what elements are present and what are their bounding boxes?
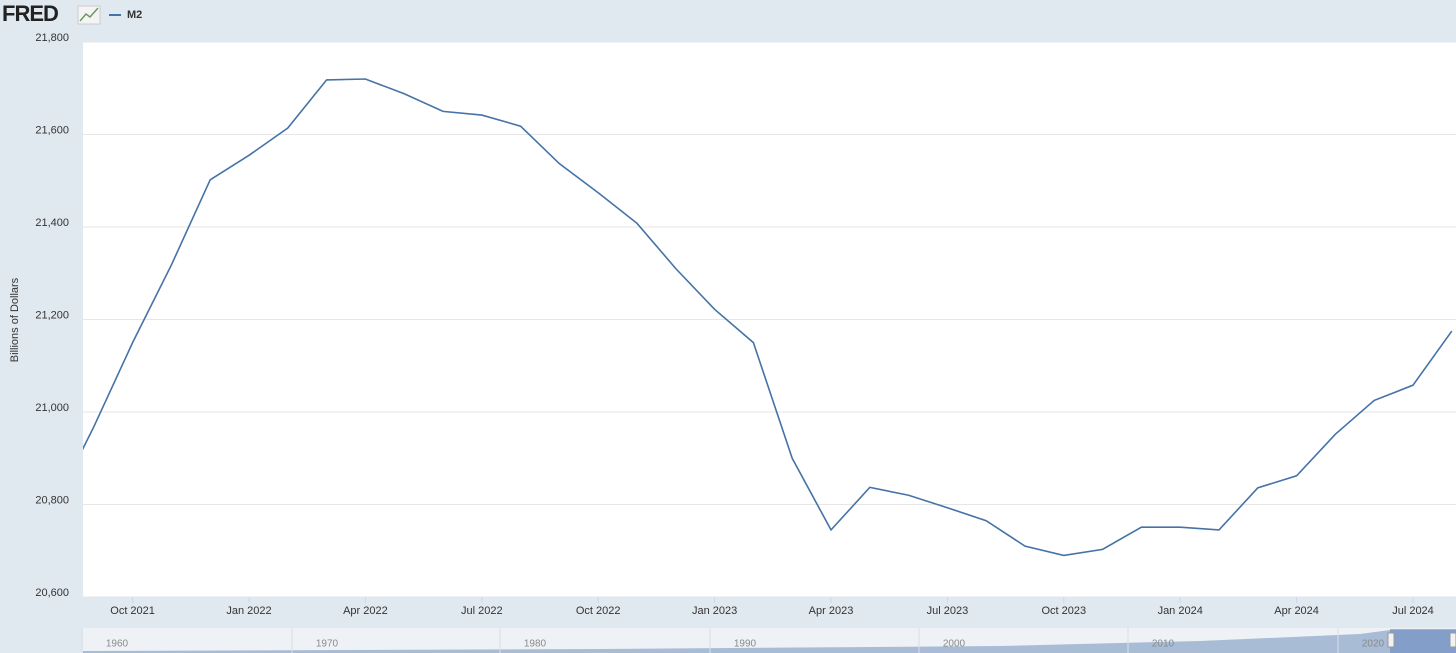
y-tick-label: 21,400	[35, 217, 69, 229]
x-tick-label: Jul 2022	[461, 605, 503, 617]
x-tick-label: Jan 2023	[692, 605, 737, 617]
x-tick-label: Jul 2023	[927, 605, 969, 617]
logo-icon	[77, 5, 101, 25]
x-tick-label: Jan 2022	[226, 605, 271, 617]
y-tick-label: 21,000	[35, 402, 69, 414]
navigator-window[interactable]	[1390, 629, 1456, 653]
navigator-label: 2010	[1152, 639, 1175, 650]
x-tick-label: Jan 2024	[1158, 605, 1203, 617]
navigator-label: 1980	[524, 639, 547, 650]
x-tick-label: Oct 2023	[1041, 605, 1086, 617]
x-tick-label: Jul 2024	[1392, 605, 1434, 617]
logo: FRED	[2, 1, 58, 26]
navigator-label: 2020	[1362, 639, 1385, 650]
y-tick-label: 20,800	[35, 494, 69, 506]
navigator-handle[interactable]	[1387, 632, 1395, 648]
line-series	[83, 78, 1453, 557]
navigator-label: 1960	[106, 639, 129, 650]
x-tick-label: Oct 2021	[110, 605, 155, 617]
navigator-label: 1990	[734, 639, 757, 650]
y-tick-label: 21,800	[35, 32, 69, 44]
x-tick-label: Apr 2024	[1274, 605, 1319, 617]
x-tick-label: Apr 2023	[809, 605, 854, 617]
x-tick-label: Oct 2022	[576, 605, 621, 617]
y-tick-label: 21,200	[35, 309, 69, 321]
y-tick-label: 20,600	[35, 587, 69, 599]
navigator-handle[interactable]	[1449, 632, 1456, 648]
navigator-label: 1970	[316, 639, 339, 650]
y-axis-label: Billions of Dollars	[9, 277, 21, 362]
y-tick-label: 21,600	[35, 124, 69, 136]
legend-label: M2	[127, 9, 142, 21]
navigator-area	[83, 630, 1456, 653]
navigator-label: 2000	[943, 639, 966, 650]
x-tick-label: Apr 2022	[343, 605, 388, 617]
